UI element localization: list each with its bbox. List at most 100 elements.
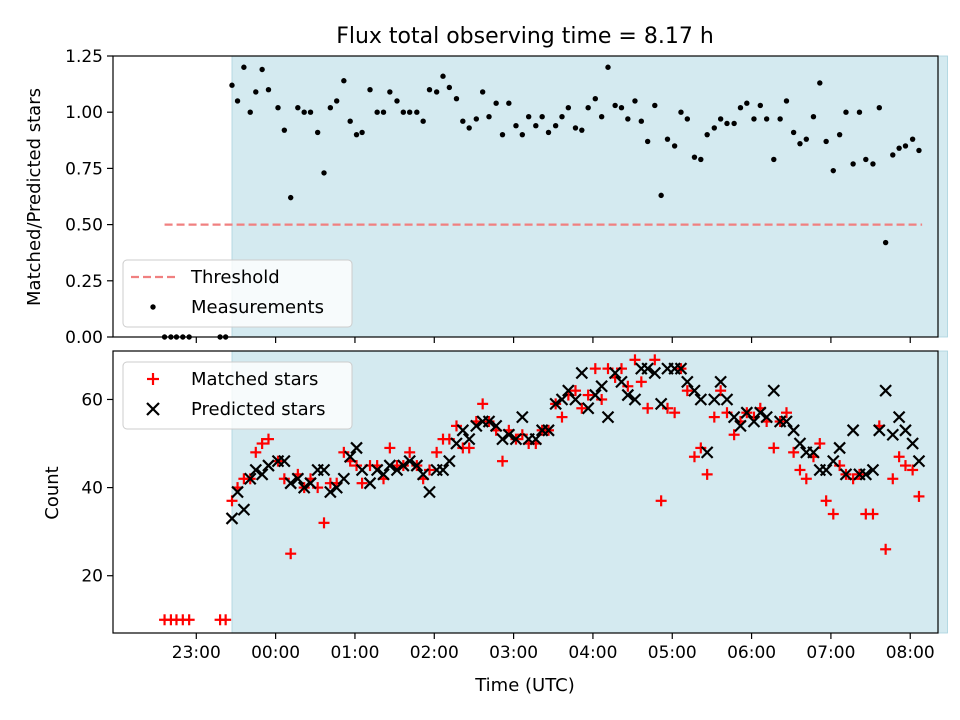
predicted-star-point [297, 481, 311, 494]
predicted-star-point [278, 454, 291, 468]
predicted-star-point [516, 410, 529, 424]
measurement-point [909, 136, 916, 142]
predicted-star-point [462, 432, 476, 446]
measurement-point [466, 125, 472, 131]
measurement-point [539, 113, 545, 120]
predicted-star-point [581, 402, 595, 415]
measurement-point [367, 87, 373, 93]
count-points [159, 354, 926, 626]
measurement-point [493, 100, 499, 106]
matched-star-point [880, 543, 892, 555]
measurement-point [783, 98, 790, 104]
matched-star-point [681, 385, 693, 397]
measurement-point [446, 84, 453, 91]
predicted-star-point [443, 454, 456, 468]
predicted-star-point [363, 476, 377, 490]
matched-star-point [278, 473, 290, 485]
matched-star-point [250, 446, 262, 458]
predicted-star-point [350, 441, 363, 455]
predicted-star-point [906, 437, 919, 450]
measurement-point [525, 113, 532, 120]
matched-star-point [496, 455, 508, 467]
matched-star-point [596, 393, 608, 405]
measurement-point [414, 109, 420, 115]
measurement-point [400, 109, 407, 115]
predicted-star-point [621, 388, 635, 402]
predicted-star-point [291, 472, 305, 486]
y-tick-label: 1.00 [65, 103, 103, 123]
predicted-star-point [529, 432, 543, 446]
matched-legend-swatch [147, 373, 159, 385]
y-tick-label: 40 [81, 479, 103, 499]
matched-star-point [183, 614, 195, 626]
predicted-star-point [482, 415, 496, 428]
measurement-point [625, 116, 631, 122]
measurement-point [321, 170, 327, 176]
measurement-point [486, 113, 492, 120]
measurement-point [684, 116, 691, 122]
measurement-point [902, 143, 909, 149]
predicted-star-point [370, 463, 384, 477]
y-tick-label: 1.25 [65, 47, 103, 67]
measurement-point [836, 131, 843, 138]
measurement-point [579, 127, 585, 133]
predicted-star-point [833, 441, 846, 455]
predicted-star-point [390, 463, 404, 477]
predicted-star-point [866, 463, 880, 477]
matched-star-point [820, 495, 832, 507]
predicted-star-point [827, 454, 840, 468]
matched-star-point [220, 614, 232, 626]
measurement-point [671, 143, 678, 149]
measurement-point [229, 82, 235, 88]
measurement-point [882, 239, 889, 246]
predicted-star-point [343, 450, 357, 464]
x-tick-label: 03:00 [489, 643, 538, 663]
threshold-legend-label: Threshold [190, 267, 280, 288]
measurement-point [632, 98, 638, 104]
measurement-point [612, 102, 618, 109]
measurement-points [161, 64, 922, 340]
predicted-star-point [542, 424, 555, 437]
measurement-point [565, 105, 572, 111]
predicted-star-point [249, 463, 263, 477]
measurement-point [890, 152, 896, 158]
y-tick-label: 20 [81, 567, 103, 587]
measurement-point [334, 98, 340, 104]
matched-star-point [384, 442, 396, 454]
measurement-point [314, 129, 321, 136]
count-y-ticks: 20 40 60 [81, 390, 113, 587]
measurement-point [513, 122, 519, 129]
predicted-star-point [740, 406, 754, 419]
measurement-point [281, 127, 288, 133]
measurement-point [757, 102, 764, 109]
predicted-star-point [793, 437, 807, 450]
predicted-star-point [727, 410, 741, 424]
matched-star-point [669, 407, 681, 419]
measurement-point [658, 192, 664, 199]
measurement-point [724, 120, 730, 127]
matched-star-point [788, 446, 800, 458]
measurement-point [479, 89, 486, 95]
predicted-star-point [760, 410, 773, 424]
matched-star-point [695, 442, 707, 454]
x-axis-label: Time (UTC) [474, 675, 575, 696]
measurements-legend-label: Measurements [191, 297, 324, 318]
measurement-point [771, 156, 777, 163]
matched-star-point [629, 354, 641, 366]
measurement-point [737, 105, 744, 111]
predicted-star-point [237, 503, 251, 516]
ratio-y-axis-label: Matched/Predicted stars [24, 88, 45, 306]
matched-star-point [649, 354, 661, 366]
predicted-star-point [601, 410, 615, 424]
measurement-point [618, 105, 625, 111]
predicted-star-point [714, 375, 727, 389]
predicted-star-point [595, 379, 608, 393]
matched-star-point [800, 473, 812, 485]
matched-star-point [431, 446, 443, 458]
measurement-point [453, 96, 460, 102]
matched-star-point [318, 517, 330, 529]
predicted-star-point [747, 415, 761, 428]
count-y-axis-label: Count [42, 466, 63, 519]
measurement-point [359, 129, 365, 136]
predicted-star-point [255, 468, 269, 481]
